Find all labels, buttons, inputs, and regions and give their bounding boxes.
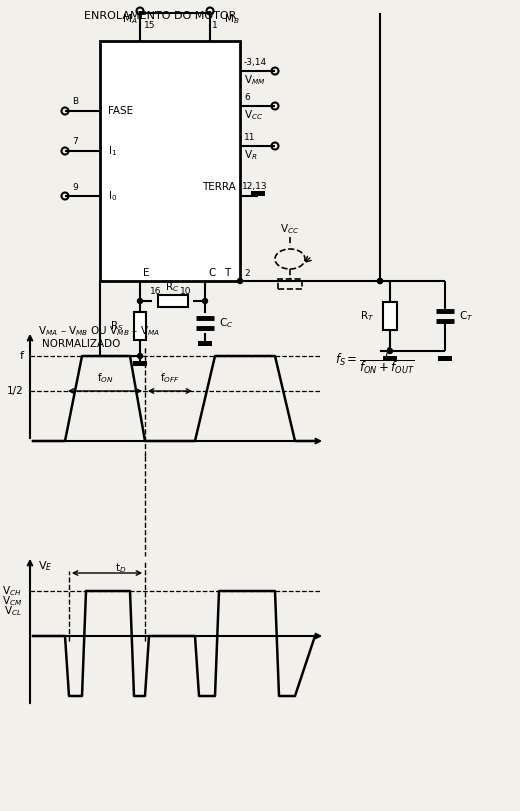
Text: 1: 1 [212,20,218,29]
Text: 10: 10 [179,286,191,295]
Text: ENROLAMENTO DO MOTOR: ENROLAMENTO DO MOTOR [84,11,236,21]
Text: E: E [143,268,150,278]
Text: V$_E$: V$_E$ [38,559,53,573]
Text: t$_D$: t$_D$ [115,561,126,575]
Bar [134,312,146,340]
Text: V$_{MA}$ – V$_{MB}$ OU V$_{MB}$ – V$_{MA}$: V$_{MA}$ – V$_{MB}$ OU V$_{MB}$ – V$_{MA… [38,324,160,338]
Bar [438,356,452,361]
Text: 1/2: 1/2 [7,386,24,396]
Text: 15: 15 [144,20,155,29]
Text: R$_S$: R$_S$ [110,319,124,333]
Text: 16: 16 [150,286,162,295]
Text: R$_C$: R$_C$ [165,280,180,294]
Text: 9: 9 [72,182,78,191]
Text: C: C [208,268,215,278]
Bar [278,279,302,289]
Text: C$_C$: C$_C$ [219,316,233,330]
Text: V$_{MM}$: V$_{MM}$ [244,73,266,87]
Text: TERRA: TERRA [202,182,236,192]
Circle shape [137,298,142,303]
Text: $f_S = \dfrac{f}{f_{ON} + f_{OUT}}$: $f_S = \dfrac{f}{f_{ON} + f_{OUT}}$ [335,346,415,375]
Text: M$_B$: M$_B$ [224,12,240,26]
Circle shape [387,349,393,354]
Text: f: f [20,351,24,361]
Text: I$_1$: I$_1$ [108,144,117,158]
Text: 7: 7 [72,138,78,147]
Text: V$_{CH}$: V$_{CH}$ [3,584,22,598]
Text: 2: 2 [244,268,250,277]
Bar [158,295,188,307]
Text: R$_T$: R$_T$ [360,309,374,323]
Text: V$_{CM}$: V$_{CM}$ [2,594,22,608]
Text: NORMALIZADO: NORMALIZADO [42,339,120,349]
Circle shape [378,278,383,284]
Text: f$_{ON}$: f$_{ON}$ [97,371,113,385]
Bar [383,356,397,361]
Circle shape [137,354,142,358]
Circle shape [202,298,207,303]
Text: V$_R$: V$_R$ [244,148,257,162]
Bar [198,341,212,346]
Text: V$_{CC}$: V$_{CC}$ [244,108,263,122]
Text: I$_0$: I$_0$ [108,189,118,203]
Circle shape [238,278,242,284]
Text: M$_A$: M$_A$ [123,12,138,26]
Bar [251,191,265,196]
Text: 6: 6 [244,92,250,101]
Text: -3,14: -3,14 [244,58,267,67]
Text: f$_{OFF}$: f$_{OFF}$ [160,371,180,385]
Bar [383,302,397,330]
Text: C$_T$: C$_T$ [459,309,473,323]
Text: 12,13: 12,13 [242,182,268,191]
Text: 11: 11 [244,132,255,141]
Bar [100,41,240,281]
Text: T: T [224,268,230,278]
Bar [133,361,147,366]
Text: B: B [72,97,78,106]
Text: V$_{CC}$: V$_{CC}$ [280,222,300,236]
Circle shape [378,278,383,284]
Text: FASE: FASE [108,106,133,116]
Text: V$_{CL}$: V$_{CL}$ [4,604,22,618]
